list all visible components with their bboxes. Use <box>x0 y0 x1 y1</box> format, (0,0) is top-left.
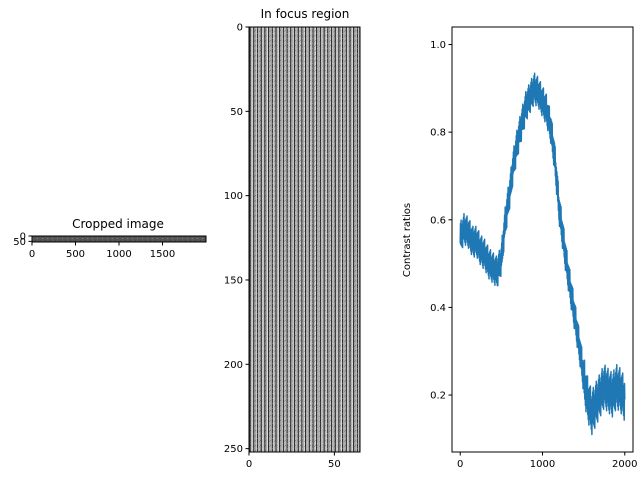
contrast-y-axis-label: Contrast ratios <box>402 203 413 277</box>
in-focus-x-ticks: 0 50 <box>246 452 341 470</box>
y-tick-label: 1.0 <box>430 40 446 51</box>
y-tick-label: 50 <box>13 237 26 248</box>
x-tick-label: 0 <box>246 459 252 470</box>
x-tick-label: 50 <box>328 459 341 470</box>
y-tick-label: 150 <box>224 275 243 286</box>
cropped-image-x-ticks: 0 500 1000 1500 <box>29 242 175 260</box>
in-focus-panel: In focus region 0 50 0 50 100 150 200 250 <box>224 7 361 470</box>
y-tick-label: 250 <box>224 444 243 455</box>
y-tick-label: 200 <box>224 360 243 371</box>
y-tick-label: 0.6 <box>430 215 446 226</box>
in-focus-texture <box>249 27 360 452</box>
x-tick-label: 2000 <box>612 459 637 470</box>
y-tick-label: 0.8 <box>430 128 446 139</box>
y-tick-label: 100 <box>224 191 243 202</box>
x-tick-label: 1000 <box>530 459 555 470</box>
in-focus-y-ticks: 0 50 100 150 200 250 <box>224 23 249 455</box>
cropped-image-y-ticks: 050 <box>13 232 32 248</box>
y-tick-label: 0.2 <box>430 391 446 402</box>
cropped-image-panel: Cropped image 0 500 1000 1500 050 <box>13 217 207 260</box>
in-focus-frame <box>248 26 361 453</box>
cropped-image-texture <box>32 236 206 242</box>
y-tick-label: 50 <box>230 107 243 118</box>
y-tick-label: 0 <box>20 232 26 243</box>
y-tick-label: 0.4 <box>430 303 446 314</box>
x-tick-label: 0 <box>29 249 35 260</box>
x-tick-label: 1000 <box>106 249 131 260</box>
contrast-y-ticks: 0.2 0.4 0.6 0.8 1.0 <box>430 40 452 402</box>
x-tick-label: 500 <box>66 249 85 260</box>
y-tick-label: 0 <box>237 23 243 34</box>
contrast-panel: 0 1000 2000 0.2 0.4 0.6 0.8 1.0 Contrast ratio… <box>402 26 637 470</box>
x-tick-label: 1500 <box>150 249 175 260</box>
contrast-x-ticks: 0 1000 2000 <box>457 452 637 470</box>
cropped-image-title: Cropped image <box>72 217 164 231</box>
contrast-series-line <box>459 72 626 436</box>
in-focus-title: In focus region <box>261 7 350 21</box>
x-tick-label: 0 <box>457 459 463 470</box>
